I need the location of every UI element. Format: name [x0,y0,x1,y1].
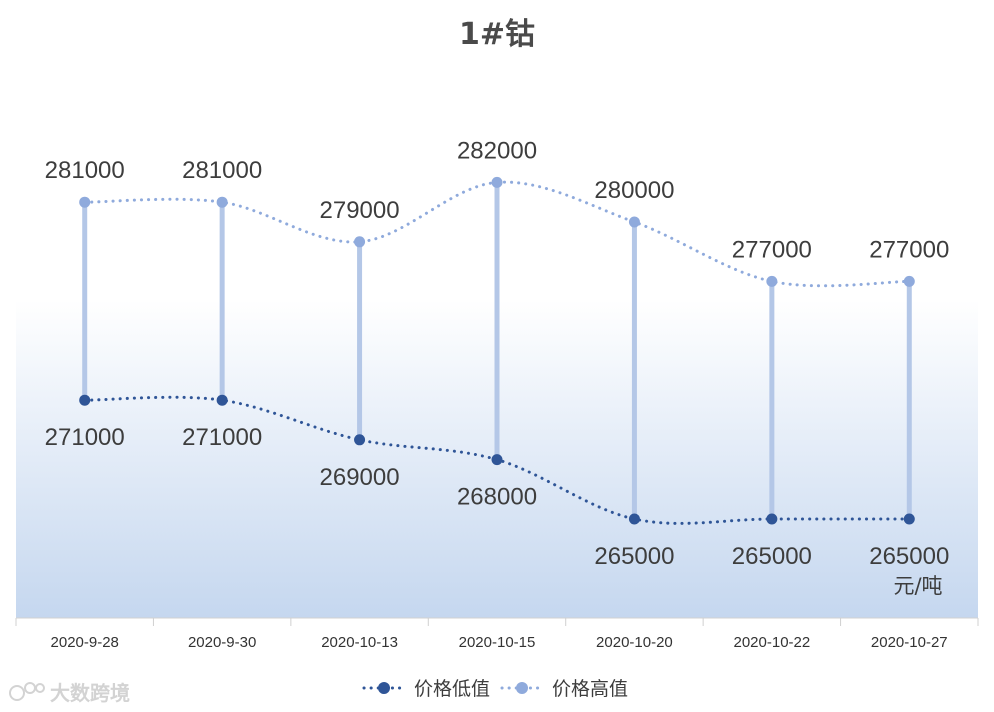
x-tick-label: 2020-10-15 [459,634,536,651]
data-label: 271000 [182,424,262,451]
x-tick-label: 2020-10-27 [871,634,948,651]
legend-item-high: 价格高值 [500,678,628,700]
data-point [491,176,503,188]
watermark: 大数跨境 [9,681,130,705]
data-label: 277000 [869,236,949,263]
watermark-text: 大数跨境 [50,681,130,705]
data-point [216,394,228,406]
x-tick-label: 2020-10-22 [733,634,810,651]
data-point [79,394,91,406]
data-label: 269000 [320,464,400,491]
legend-label: 价格低值 [414,678,490,700]
legend-marker [516,682,528,694]
data-label: 268000 [457,484,537,511]
data-point [79,196,91,208]
unit-label: 元/吨 [893,574,942,598]
data-point [216,196,228,208]
x-tick-label: 2020-9-30 [188,634,256,651]
data-point [354,434,366,446]
data-point [766,275,778,287]
data-label: 265000 [594,543,674,570]
x-tick-label: 2020-9-28 [51,634,119,651]
x-tick-label: 2020-10-13 [321,634,398,651]
data-point [354,236,366,248]
legend-label: 价格高值 [552,678,628,700]
data-point [491,454,503,466]
data-point [628,216,640,228]
data-point [903,275,915,287]
data-label: 282000 [457,137,537,164]
chart-title: 1#钴 [459,17,535,52]
legend-item-low: 价格低值 [362,678,490,700]
data-label: 280000 [594,177,674,204]
data-labels: 271000 271000 269000 268000 265000 265000 2650… [45,137,950,570]
x-axis: 2020-9-28 2020-9-30 2020-10-13 2020-10-15 20… [15,617,979,651]
data-label: 265000 [732,543,812,570]
data-label: 281000 [45,157,125,184]
data-label: 277000 [732,236,812,263]
series-lines [79,176,915,525]
data-label: 271000 [45,424,125,451]
legend-marker [378,682,390,694]
x-tick-label: 2020-10-20 [596,634,673,651]
high-low-lines [82,182,912,519]
data-point [628,513,640,525]
watermark-logo-icon [9,682,45,701]
data-label: 281000 [182,157,262,184]
data-label: 265000 [869,543,949,570]
data-point [766,513,778,525]
legend: 价格低值 价格高值 [362,678,628,700]
data-label: 279000 [320,197,400,224]
data-point [903,513,915,525]
